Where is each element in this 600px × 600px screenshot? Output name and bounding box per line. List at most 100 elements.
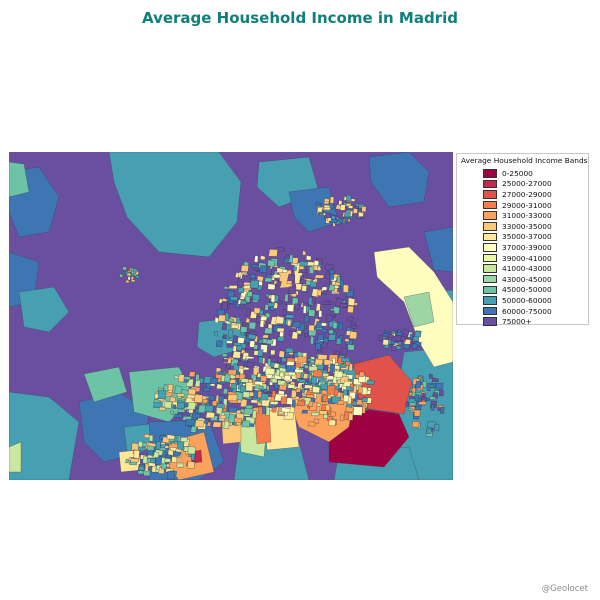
census-tract (330, 310, 335, 317)
census-tract (303, 384, 313, 389)
census-tract (292, 399, 296, 408)
census-tract (249, 273, 257, 279)
census-tract (325, 201, 330, 204)
census-tract (326, 217, 332, 222)
legend-label: 60000-75000 (502, 306, 552, 316)
census-tract (418, 401, 427, 405)
census-tract (229, 296, 238, 301)
census-tract (165, 391, 174, 396)
census-tract (277, 379, 286, 386)
census-tract (345, 406, 354, 413)
census-tract (138, 446, 147, 452)
census-tract (157, 390, 167, 400)
census-tract (222, 297, 228, 302)
census-tract (347, 343, 355, 351)
census-tract (277, 336, 285, 342)
legend-label: 43000-45000 (502, 274, 552, 284)
census-tract (223, 359, 229, 363)
census-tract (164, 401, 173, 409)
census-tract-cells (119, 194, 445, 480)
census-tract (217, 309, 225, 317)
census-tract (149, 435, 154, 442)
census-tract (245, 317, 250, 323)
census-tract (343, 211, 351, 218)
census-tract (243, 285, 251, 290)
census-tract (294, 303, 300, 310)
census-tract (231, 324, 239, 329)
census-tract (279, 371, 284, 378)
census-tract (413, 409, 421, 417)
census-tract (240, 265, 249, 272)
district-polygon (423, 226, 453, 273)
census-tract (153, 451, 160, 458)
map-canvas (9, 152, 453, 480)
census-tract (316, 289, 322, 296)
census-tract (391, 329, 395, 335)
legend-label: 35000-37000 (502, 232, 552, 242)
census-tract (309, 280, 317, 288)
district-polygon (9, 161, 30, 198)
census-tract (394, 342, 399, 346)
census-tract (347, 205, 354, 209)
legend-item: 60000-75000 (461, 306, 584, 317)
census-tract (336, 276, 341, 284)
census-tract (378, 334, 383, 342)
census-tract (426, 421, 436, 429)
census-tract (339, 204, 346, 211)
credit-label: @Geolocet (541, 584, 588, 594)
census-tract (158, 406, 166, 411)
census-tract (255, 385, 265, 390)
legend-item: 39000-41000 (461, 253, 584, 264)
census-tract (339, 414, 345, 421)
census-tract (310, 335, 314, 345)
census-tract (329, 196, 335, 204)
census-tract (312, 370, 323, 378)
census-tract (261, 334, 269, 339)
legend-label: 37000-39000 (502, 242, 552, 252)
census-tract (343, 394, 350, 403)
census-tract (271, 378, 278, 384)
census-tract (250, 399, 258, 404)
census-tract (153, 399, 161, 403)
census-tract (194, 393, 203, 403)
census-tract (285, 347, 294, 353)
legend-swatch (483, 306, 497, 316)
census-tract (267, 283, 276, 290)
census-tract (217, 314, 228, 322)
census-tract (226, 340, 233, 344)
census-tract (245, 382, 254, 392)
census-tract (311, 412, 320, 417)
census-tract (323, 207, 331, 211)
legend-label: 75000+ (502, 317, 532, 327)
census-tract (260, 315, 268, 321)
census-tract (249, 340, 256, 348)
census-tract (256, 275, 264, 282)
census-tract (301, 409, 308, 414)
census-tract (303, 305, 307, 314)
census-tract (237, 360, 246, 367)
census-tract (353, 406, 363, 416)
census-tract (187, 394, 197, 399)
census-tract (299, 261, 309, 267)
census-tract (287, 273, 296, 283)
census-tract (347, 305, 354, 313)
legend-item: 41000-43000 (461, 263, 584, 274)
census-tract (339, 302, 348, 308)
census-tract (166, 453, 173, 458)
census-tract (172, 404, 177, 409)
census-tract (314, 274, 325, 279)
census-tract (322, 301, 330, 305)
census-tract (305, 391, 315, 395)
census-tract (161, 463, 167, 470)
census-tract (257, 349, 264, 357)
census-tract (286, 360, 295, 366)
census-tract (426, 427, 432, 435)
census-tract (209, 378, 219, 385)
census-tract (329, 272, 335, 280)
census-tract (383, 330, 390, 333)
census-tract (164, 444, 170, 449)
census-tract (314, 342, 322, 351)
census-tract (340, 347, 348, 355)
census-tract (260, 254, 266, 260)
legend-swatch (483, 243, 497, 252)
